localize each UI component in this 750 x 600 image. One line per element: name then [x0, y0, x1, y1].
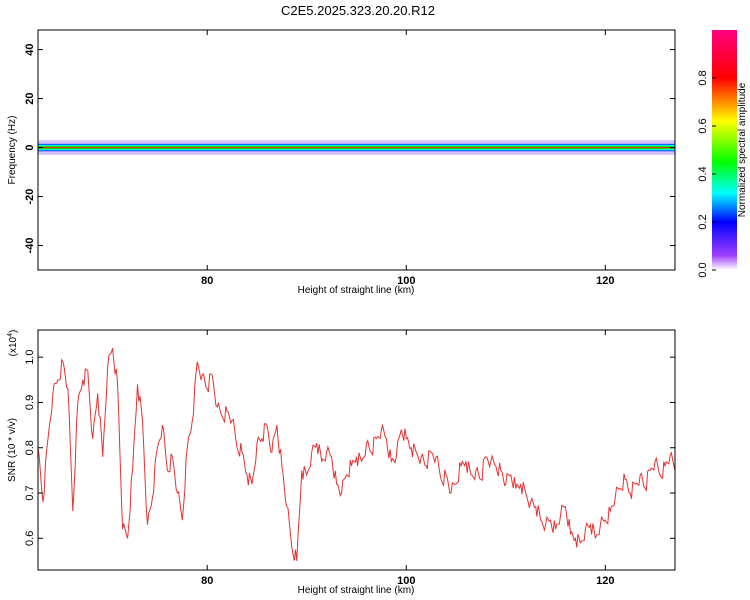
- snr-multiplier: (x104): [7, 330, 19, 357]
- spectrogram-y-label: Frequency (Hz): [7, 116, 18, 185]
- y-tick-label: 0.6: [24, 531, 36, 546]
- svg-text:(x104): (x104): [7, 330, 19, 357]
- colorbar-label: Normalized spectral amplitude: [737, 82, 748, 217]
- x-tick-label: 100: [397, 575, 415, 587]
- snr-multiplier-close: ): [8, 330, 19, 333]
- colorbar-tick-label: 0.8: [697, 70, 709, 85]
- x-tick-label: 120: [596, 275, 614, 287]
- snr-multiplier-exp: 4: [7, 333, 14, 337]
- colorbar-gradient: [712, 30, 737, 270]
- snr-frame: [37, 329, 676, 571]
- colorbar-ticks: 0.0 0.2 0.4 0.6 0.8: [697, 70, 716, 278]
- spectrogram-x-ticks: 80 100 120: [201, 30, 615, 287]
- y-tick-label: 0.9: [24, 395, 36, 410]
- y-tick-label: 20: [24, 92, 36, 104]
- x-tick-label: 120: [596, 575, 614, 587]
- colorbar: 0.0 0.2 0.4 0.6 0.8 Normalized spectral ampl…: [697, 30, 748, 278]
- y-tick-label: 0.8: [24, 440, 36, 455]
- y-tick-label: -20: [24, 189, 36, 205]
- snr-x-label: Height of straight line (km): [298, 585, 415, 596]
- spectrogram-y-ticks: 40 20 0 -20 -40: [24, 43, 675, 253]
- spectrogram-x-label: Height of straight line (km): [298, 285, 415, 296]
- x-tick-label: 100: [397, 275, 415, 287]
- snr-y-label: SNR (10 * v/v): [7, 418, 18, 482]
- colorbar-tick-label: 0.6: [697, 118, 709, 133]
- spectrogram-frame: [37, 29, 676, 271]
- y-tick-label: -40: [24, 238, 36, 254]
- y-tick-label: 0: [24, 144, 36, 150]
- colorbar-tick-label: 0.4: [697, 166, 709, 181]
- snr-panel: 80 100 120 0.6 0.7 0.8 0.9 1.0 Height of strai…: [7, 329, 676, 596]
- colorbar-tick-label: 0.2: [697, 214, 709, 229]
- x-tick-label: 80: [201, 575, 213, 587]
- spectrogram-panel: 80 100 120 40 20 0 -20 -40 Height of straight …: [7, 29, 676, 296]
- x-tick-label: 80: [201, 275, 213, 287]
- snr-x-ticks: 80 100 120: [201, 330, 615, 587]
- colorbar-tick-label: 0.0: [697, 262, 709, 277]
- figure-title: C2E5.2025.323.20.20.R12: [281, 3, 435, 18]
- snr-multiplier-base: (x10: [8, 336, 19, 356]
- heatmap-band-core: [38, 143, 675, 152]
- y-tick-label: 40: [24, 43, 36, 55]
- snr-series-line: [37, 347, 676, 561]
- heatmap-marks: [38, 140, 675, 155]
- y-tick-label: 1.0: [24, 350, 36, 365]
- y-tick-label: 0.7: [24, 485, 36, 500]
- snr-y-ticks: 0.6 0.7 0.8 0.9 1.0: [24, 350, 675, 546]
